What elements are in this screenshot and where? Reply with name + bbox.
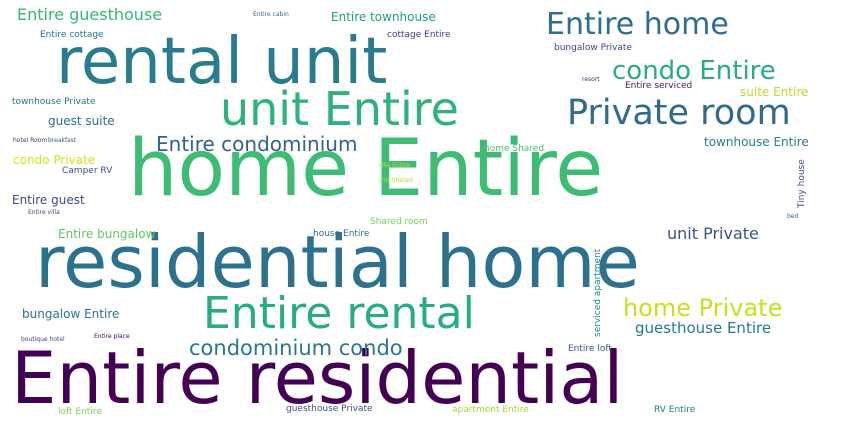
word: rental unit bbox=[56, 25, 388, 99]
word: townhouse Entire bbox=[704, 135, 809, 149]
word: guesthouse Entire bbox=[635, 319, 772, 337]
word: boutique hotel bbox=[21, 336, 65, 343]
word: townhouse Private bbox=[12, 97, 96, 107]
word: resort bbox=[582, 76, 600, 83]
word: Camper RV bbox=[62, 166, 113, 176]
word: villa Entire bbox=[378, 162, 410, 169]
word: Entire townhouse bbox=[331, 10, 436, 24]
word: condo Private bbox=[13, 153, 96, 167]
word: guesthouse Private bbox=[286, 404, 373, 414]
word: Entire loft bbox=[568, 344, 612, 354]
word: Entire rental bbox=[203, 288, 475, 339]
word: bungalow Entire bbox=[22, 307, 120, 321]
word: home Private bbox=[623, 294, 783, 322]
word: Entire cabin bbox=[253, 11, 289, 18]
word: Private room bbox=[567, 93, 791, 133]
word: unit Shared bbox=[378, 177, 413, 184]
word: Entire condominium bbox=[156, 132, 358, 156]
word: suite Entire bbox=[740, 85, 809, 99]
word: cottage Entire bbox=[387, 30, 451, 40]
word: condominium condo bbox=[189, 336, 403, 360]
word: Entire guest bbox=[12, 193, 85, 207]
word: Shared room bbox=[370, 217, 428, 227]
word: condo Entire bbox=[612, 56, 776, 86]
word: RV Entire bbox=[654, 405, 696, 415]
word: Entire guesthouse bbox=[17, 5, 163, 24]
word: breakfast bbox=[48, 137, 77, 144]
word: hotel Room bbox=[13, 137, 48, 144]
word: Entire bungalow bbox=[58, 227, 156, 241]
word: unit Private bbox=[667, 224, 759, 243]
word: Entire place bbox=[94, 333, 130, 340]
word: bungalow Private bbox=[554, 43, 632, 53]
word: Entire residential bbox=[11, 336, 624, 420]
word: loft Entire bbox=[58, 407, 102, 417]
word: serviced apartment bbox=[593, 248, 603, 337]
word: house Entire bbox=[313, 229, 370, 239]
word: guest suite bbox=[48, 114, 115, 128]
word: bed bbox=[787, 213, 799, 220]
word: Entire home bbox=[546, 7, 729, 42]
word: Entire cottage bbox=[40, 30, 104, 40]
word: unit Entire bbox=[220, 82, 459, 136]
word: home Shared bbox=[484, 144, 545, 154]
word: home Entire bbox=[128, 124, 604, 214]
word: Tiny house bbox=[797, 159, 807, 208]
word: apartment Entire bbox=[452, 405, 529, 415]
word: Entire serviced bbox=[625, 81, 693, 91]
word: Entire villa bbox=[28, 209, 60, 216]
word: residential home bbox=[35, 220, 640, 304]
